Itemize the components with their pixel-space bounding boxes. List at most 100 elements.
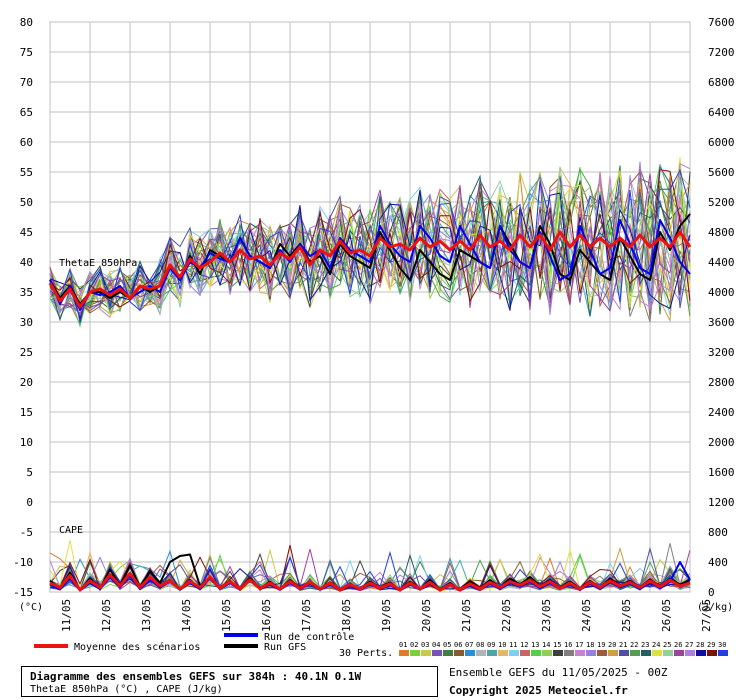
pert-swatch	[410, 650, 420, 656]
pert-number: 08	[476, 641, 484, 649]
cape-annotation: CAPE	[59, 525, 83, 536]
x-tick-label: 11/05	[60, 599, 73, 632]
pert-number: 01	[399, 641, 407, 649]
x-tick-label: 25/05	[620, 599, 633, 632]
pert-thetae-line	[49, 170, 691, 314]
pert-thetae-line	[49, 181, 691, 323]
pert-number: 06	[454, 641, 462, 649]
pert-thetae-line	[49, 193, 691, 319]
x-axis-ticks: 11/05 12/05 13/05 14/05 15/05 16/05 17/05 18/05…	[60, 599, 713, 632]
series-thetae-line	[48, 230, 692, 309]
pert-swatch	[564, 650, 574, 656]
pert-swatch	[718, 650, 728, 656]
x-tick-label: 18/05	[340, 599, 353, 632]
x-tick-label: 23/05	[540, 599, 553, 632]
pert-swatch	[432, 650, 442, 656]
left-tick-label: -5	[20, 526, 33, 539]
pert-swatch	[586, 650, 596, 656]
right-tick-label: 4800	[708, 226, 735, 239]
pert-number: 07	[465, 641, 473, 649]
pert-number: 09	[487, 641, 495, 649]
pert-swatch	[498, 650, 508, 656]
pert-swatch	[619, 650, 629, 656]
x-tick-label: 27/05	[700, 599, 713, 632]
pert-swatch	[663, 650, 673, 656]
right-tick-label: 5200	[708, 196, 735, 209]
x-tick-label: 22/05	[500, 599, 513, 632]
pert-swatch	[685, 650, 695, 656]
right-tick-label: 3200	[708, 346, 735, 359]
right-axis-ticks: 0 400 800 1200 1600 2000 2400 2800 3200 3600 4000 4…	[708, 16, 735, 599]
pert-number: 20	[608, 641, 616, 649]
right-tick-label: 5600	[708, 166, 735, 179]
pert-number: 10	[498, 641, 506, 649]
footer-title: Diagramme des ensembles GEFS sur 384h : …	[30, 670, 362, 683]
legend-gfs-label: Run GFS	[264, 642, 306, 653]
pert-number: 22	[630, 641, 638, 649]
left-tick-label: 25	[20, 346, 33, 359]
pert-number: 05	[443, 641, 451, 649]
pert-thetae-line	[49, 169, 691, 323]
right-tick-label: 3600	[708, 316, 735, 329]
pert-swatch	[707, 650, 717, 656]
pert-swatch	[509, 650, 519, 656]
right-tick-label: 400	[708, 556, 728, 569]
left-tick-label: 20	[20, 376, 33, 389]
footer-box: Diagramme des ensembles GEFS sur 384h : …	[21, 666, 438, 697]
pert-swatch	[454, 650, 464, 656]
pert-number: 17	[575, 641, 583, 649]
pert-number: 16	[564, 641, 572, 649]
x-tick-label: 14/05	[180, 599, 193, 632]
legend: Moyenne des scénarios Run de contrôle Ru…	[34, 631, 728, 659]
pert-swatch	[542, 650, 552, 656]
left-tick-label: 70	[20, 76, 33, 89]
left-tick-label: 50	[20, 196, 33, 209]
chart-grid	[49, 21, 691, 593]
series-thetae-line	[49, 219, 691, 311]
x-tick-label: 17/05	[300, 599, 313, 632]
pert-number: 18	[586, 641, 594, 649]
pert-swatch	[520, 650, 530, 656]
pert-number: 14	[542, 641, 550, 649]
legend-mean-swatch	[34, 644, 68, 648]
right-tick-label: 800	[708, 526, 728, 539]
pert-thetae-line	[49, 173, 691, 311]
x-tick-label: 21/05	[460, 599, 473, 632]
run-info: Ensemble GEFS du 11/05/2025 - 00Z	[449, 666, 668, 679]
pert-number: 04	[432, 641, 440, 649]
left-tick-label: 15	[20, 406, 33, 419]
pert-number: 26	[674, 641, 682, 649]
left-tick-label: 30	[20, 316, 33, 329]
pert-number: 15	[553, 641, 561, 649]
main-series-lines	[48, 213, 692, 592]
left-tick-label: -15	[13, 586, 33, 599]
pert-swatch	[652, 650, 662, 656]
x-tick-label: 19/05	[380, 599, 393, 632]
pert-swatch	[465, 650, 475, 656]
pert-thetae-line	[49, 174, 691, 322]
legend-perturbations: 01 02 03 04 05 06 07 08 09 10 11 12 13 14 15 16 17 18 19 20…	[399, 641, 728, 656]
pert-thetae-line	[49, 165, 691, 308]
pert-swatch	[641, 650, 651, 656]
pert-thetae-line	[49, 166, 691, 322]
left-tick-label: 80	[20, 16, 33, 29]
pert-swatch	[399, 650, 409, 656]
copyright: Copyright 2025 Meteociel.fr	[449, 684, 628, 697]
x-tick-label: 13/05	[140, 599, 153, 632]
pert-number: 30	[718, 641, 726, 649]
pert-number: 25	[663, 641, 671, 649]
pert-number: 29	[707, 641, 715, 649]
right-tick-label: 2000	[708, 436, 735, 449]
pert-swatch	[531, 650, 541, 656]
right-tick-label: 2800	[708, 376, 735, 389]
right-tick-label: 4000	[708, 286, 735, 299]
pert-number: 13	[531, 641, 539, 649]
left-tick-label: 10	[20, 436, 33, 449]
pert-swatch	[487, 650, 497, 656]
left-axis-ticks: -15 -10 -5 0 5 10 15 20 25 30 35 40 45 50 55 60 65 70 75 80	[13, 16, 33, 599]
right-tick-label: 1600	[708, 466, 735, 479]
right-axis-unit: (J/kg)	[697, 602, 733, 613]
pert-swatch	[696, 650, 706, 656]
thetae-annotation: ThetaE 850hPa	[59, 258, 137, 269]
